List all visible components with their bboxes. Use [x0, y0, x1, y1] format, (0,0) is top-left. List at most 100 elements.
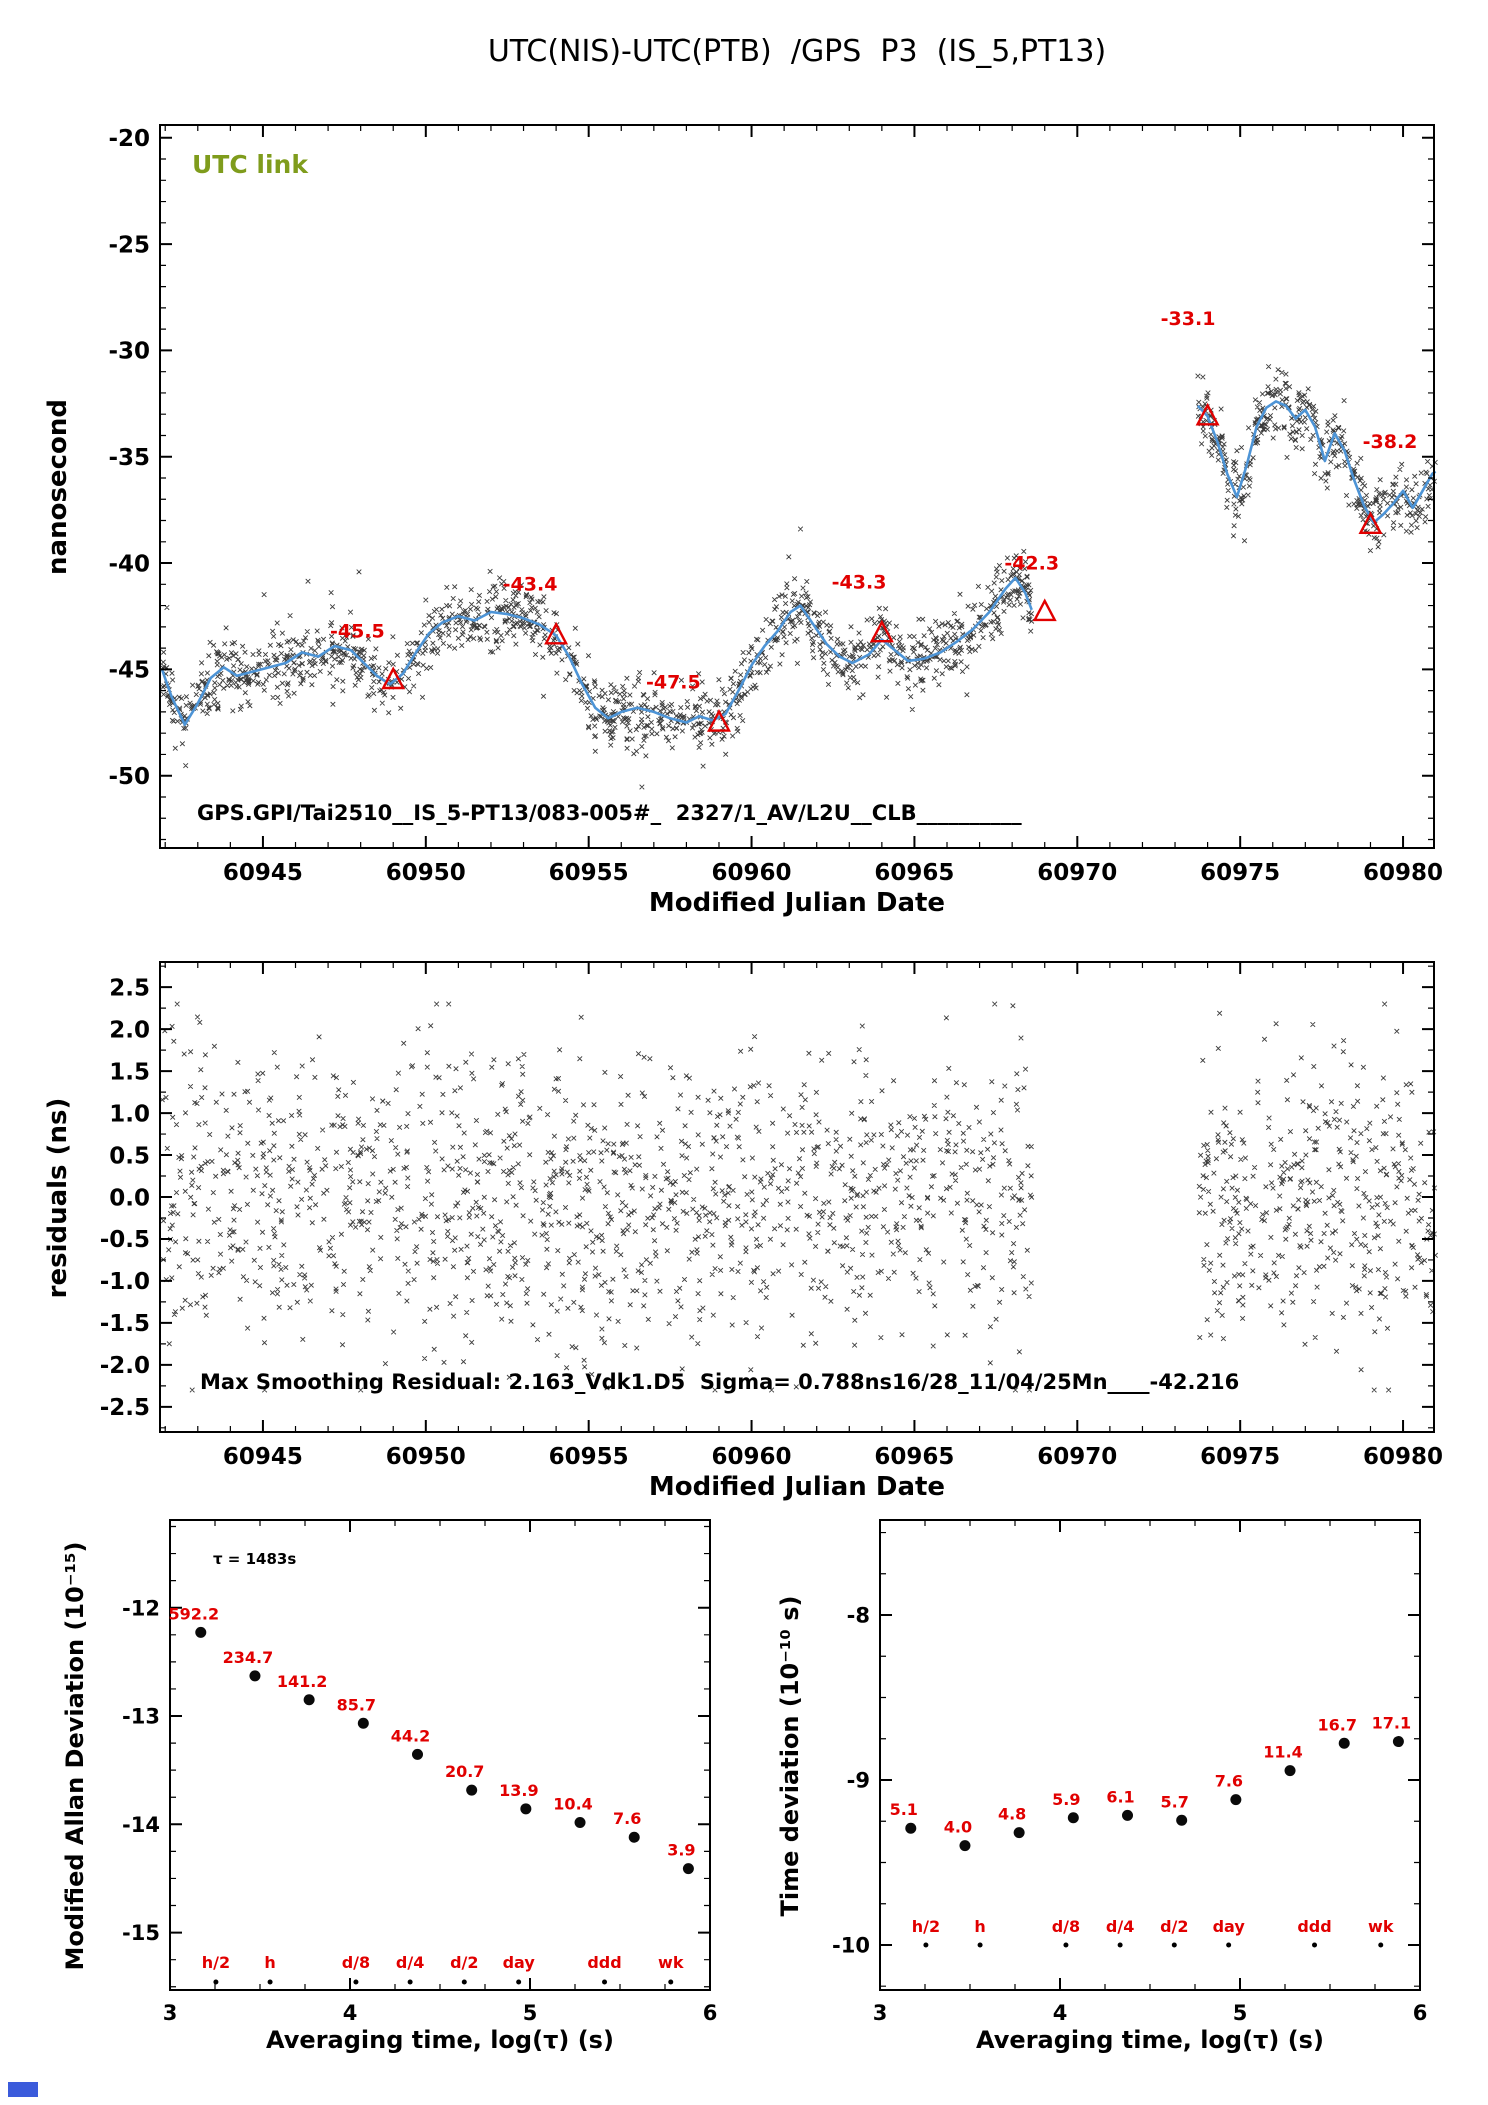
- svg-text:d/8: d/8: [1052, 1917, 1080, 1936]
- svg-text:-12: -12: [122, 1596, 160, 1620]
- unit-dot: [602, 1979, 608, 1985]
- svg-text:4: 4: [343, 2001, 358, 2025]
- main-y-axis-label: nanosecond: [43, 399, 73, 575]
- residuals-y-axis-label: residuals (ns): [43, 1097, 73, 1299]
- corner-marker: [8, 2082, 38, 2097]
- residuals-x-axis-label: Modified Julian Date: [648, 1472, 946, 1502]
- svg-text:-40: -40: [108, 551, 150, 577]
- svg-text:2.5: 2.5: [109, 975, 150, 1001]
- dev-point: [574, 1816, 586, 1828]
- svg-text:d/2: d/2: [1160, 1917, 1188, 1936]
- dev-point: [1338, 1737, 1350, 1749]
- svg-text:60960: 60960: [712, 860, 792, 886]
- unit-dot: [1312, 1942, 1318, 1948]
- svg-text:4.8: 4.8: [998, 1805, 1026, 1824]
- svg-text:13.9: 13.9: [499, 1781, 538, 1800]
- dev-point: [466, 1784, 478, 1796]
- panel-residuals: 60945 60950 60955 60960 60965 60970 60975 60980…: [100, 961, 1443, 1470]
- tau-note: τ = 1483s: [213, 1550, 297, 1568]
- svg-text:60950: 60950: [386, 860, 466, 886]
- svg-text:60975: 60975: [1200, 860, 1280, 886]
- unit-dot: [461, 1979, 467, 1985]
- svg-text:-33.1: -33.1: [1161, 308, 1216, 330]
- svg-text:-2.0: -2.0: [100, 1353, 150, 1379]
- svg-text:5.9: 5.9: [1052, 1790, 1080, 1809]
- major-ticks: [160, 125, 1434, 848]
- svg-text:-0.5: -0.5: [100, 1227, 150, 1253]
- dev-point: [1392, 1736, 1404, 1748]
- panel-main: 60945 60950 60955 60960 60965 60970 60975 60980…: [108, 124, 1443, 886]
- svg-text:wk: wk: [658, 1953, 684, 1972]
- dev-point: [682, 1863, 694, 1875]
- svg-text:60980: 60980: [1363, 1444, 1443, 1470]
- svg-text:-38.2: -38.2: [1363, 431, 1418, 453]
- svg-text:5.7: 5.7: [1161, 1792, 1189, 1811]
- major-ticks: [879, 1520, 1421, 1990]
- svg-text:5: 5: [1233, 2001, 1248, 2025]
- mdev-y-axis-label: Modified Allan Deviation (10⁻¹⁵): [61, 1541, 89, 1971]
- svg-text:60950: 60950: [386, 1444, 466, 1470]
- figure-title: UTC(NIS)-UTC(PTB) /GPS P3 (IS_5,PT13): [487, 34, 1107, 69]
- svg-text:5.1: 5.1: [890, 1800, 918, 1819]
- svg-text:2.0: 2.0: [109, 1017, 150, 1043]
- svg-text:4: 4: [1053, 2001, 1068, 2025]
- svg-text:0.0: 0.0: [109, 1185, 150, 1211]
- tdev-y-axis-label: Time deviation (10⁻¹⁰ s): [776, 1595, 804, 1917]
- svg-text:16.7: 16.7: [1317, 1715, 1356, 1734]
- svg-text:h: h: [264, 1953, 275, 1972]
- minor-ticks: [879, 1520, 1421, 1990]
- svg-text:-2.5: -2.5: [100, 1395, 150, 1421]
- calibration-triangle: [869, 619, 894, 643]
- svg-text:60980: 60980: [1363, 860, 1443, 886]
- svg-text:234.7: 234.7: [223, 1648, 274, 1667]
- svg-text:-50: -50: [108, 764, 150, 790]
- svg-text:h: h: [974, 1917, 985, 1936]
- unit-dot: [267, 1979, 273, 1985]
- svg-text:-35: -35: [108, 445, 150, 471]
- svg-text:-43.3: -43.3: [832, 572, 887, 594]
- panel-mdev: 3 4 5 6 -12 -13 -14 -15 h/2 h d/8 d/4 d/2 day ddd wk 592…: [122, 1519, 718, 2025]
- tdev-x-axis-label: Averaging time, log(τ) (s): [976, 2026, 1324, 2054]
- major-ticks: [160, 962, 1434, 1432]
- svg-text:20.7: 20.7: [445, 1762, 484, 1781]
- svg-text:-1.0: -1.0: [100, 1269, 150, 1295]
- svg-text:60970: 60970: [1037, 1444, 1117, 1470]
- svg-text:3.9: 3.9: [667, 1841, 695, 1860]
- svg-text:592.2: 592.2: [168, 1604, 219, 1623]
- svg-text:-47.5: -47.5: [646, 672, 701, 694]
- svg-text:6: 6: [703, 2001, 718, 2025]
- calibration-triangle: [381, 666, 406, 690]
- axis-frame: [169, 1519, 711, 1991]
- measurement-scatter: [160, 363, 1438, 790]
- dev-point: [1176, 1814, 1188, 1826]
- svg-text:wk: wk: [1368, 1917, 1394, 1936]
- unit-dot: [1063, 1942, 1069, 1948]
- unit-dot: [353, 1979, 359, 1985]
- svg-text:60960: 60960: [712, 1444, 792, 1470]
- dev-point: [628, 1831, 640, 1843]
- utc-link-label: UTC link: [192, 150, 308, 179]
- svg-text:-9: -9: [847, 1769, 870, 1793]
- dev-point: [1013, 1827, 1025, 1839]
- svg-text:h/2: h/2: [202, 1953, 230, 1972]
- calibration-triangle: [1032, 598, 1057, 622]
- svg-text:-30: -30: [108, 339, 150, 365]
- svg-text:1.0: 1.0: [109, 1101, 150, 1127]
- unit-dot: [213, 1979, 219, 1985]
- svg-text:60945: 60945: [223, 1444, 303, 1470]
- svg-text:-8: -8: [847, 1604, 870, 1628]
- svg-text:d/2: d/2: [450, 1953, 478, 1972]
- unit-dot: [1378, 1942, 1384, 1948]
- calibration-triangle: [1195, 402, 1220, 426]
- minor-ticks: [169, 1520, 711, 1990]
- svg-text:1.5: 1.5: [109, 1059, 150, 1085]
- dev-point: [303, 1694, 315, 1706]
- svg-text:60945: 60945: [223, 860, 303, 886]
- dev-point: [249, 1670, 261, 1682]
- svg-text:7.6: 7.6: [1215, 1772, 1243, 1791]
- svg-text:10.4: 10.4: [553, 1794, 592, 1813]
- calibration-triangle: [544, 621, 569, 645]
- calibration-triangle: [1358, 511, 1383, 534]
- unit-dot: [1171, 1942, 1177, 1948]
